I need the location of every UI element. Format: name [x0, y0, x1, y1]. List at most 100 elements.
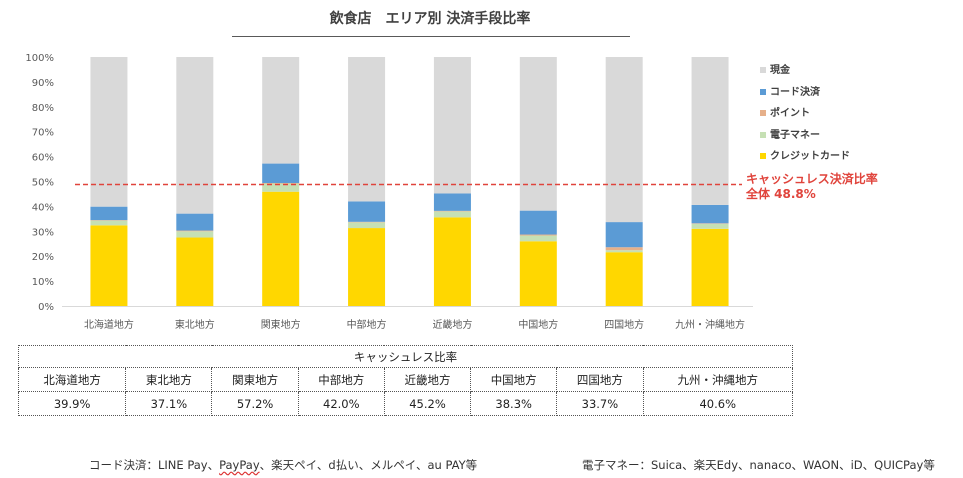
- table-value-cell: 37.1%: [125, 391, 213, 416]
- legend-swatch-code: [760, 88, 766, 95]
- bar-segment: [605, 57, 643, 223]
- table-value-row: 39.9% 37.1% 57.2% 42.0% 45.2% 38.3% 33.7…: [17, 391, 793, 416]
- bar-segment: [605, 252, 643, 306]
- table-header: キャッシュレス比率: [18, 345, 793, 368]
- legend-label: コード決済: [770, 86, 820, 98]
- reference-label-line1: キャッシュレス決済比率: [746, 172, 878, 186]
- title-underline: [232, 36, 630, 37]
- bar-segment: [348, 222, 386, 229]
- y-tick-label: 90%: [32, 78, 54, 89]
- note-emoney: 電子マネー：Suica、楽天Edy、nanaco、WAON、iD、QUICPay…: [582, 458, 935, 472]
- legend-item-emoney: 電子マネー: [760, 123, 850, 145]
- legend-item-credit: クレジットカード: [760, 144, 850, 166]
- y-tick-label: 20%: [32, 252, 54, 263]
- table-region-cell: 四国地方: [556, 367, 644, 392]
- bar-segment: [176, 213, 214, 231]
- legend-item-code: コード決済: [760, 80, 850, 102]
- bar-segment: [519, 57, 557, 211]
- bar-segment: [433, 193, 471, 211]
- table-region-cell: 北海道地方: [17, 367, 127, 392]
- y-tick-label: 0%: [38, 302, 54, 313]
- legend-item-cash: 現金: [760, 58, 850, 80]
- bar-segment: [176, 231, 214, 238]
- stacked-bar-chart: 0% 10% 20% 30% 40% 50% 60% 70% 80% 90% 100% 北海道地方 東…: [25, 53, 753, 331]
- bar-segment: [691, 57, 729, 205]
- legend-label: ポイント: [770, 108, 810, 120]
- x-tick-label: 東北地方: [175, 318, 215, 331]
- bar-segment: [519, 210, 557, 235]
- bar-segment: [348, 201, 386, 222]
- bar-segment: [262, 163, 300, 183]
- bar-segment: [90, 220, 128, 226]
- bar-segment: [519, 241, 557, 306]
- legend-swatch-emoney: [760, 131, 766, 138]
- x-tick-label: 北海道地方: [84, 318, 134, 331]
- x-tick-label: 中国地方: [518, 318, 558, 331]
- bar-segment: [348, 228, 386, 306]
- chart-title: 飲食店 エリア別 決済手段比率: [329, 11, 531, 27]
- legend-swatch-credit: [760, 153, 766, 160]
- x-tick-label: 四国地方: [604, 318, 644, 331]
- bar-segment: [433, 57, 471, 194]
- bar-segment: [605, 247, 643, 251]
- bar-segment: [262, 57, 300, 164]
- note-code-payment: コード決済：LINE Pay、PayPay、楽天ペイ、d払い、メルペイ、au P…: [89, 457, 477, 473]
- y-tick-label: 30%: [32, 227, 54, 238]
- bar-segment: [691, 228, 729, 306]
- bar-segment: [348, 57, 386, 202]
- y-tick-label: 40%: [32, 202, 54, 213]
- bar-segment: [519, 235, 557, 242]
- x-tick-label: 九州・沖縄地方: [675, 318, 745, 331]
- note-code-wavy: PayPay: [219, 458, 260, 472]
- table-value-cell: 57.2%: [211, 391, 299, 416]
- bar-segment: [262, 191, 300, 306]
- note-code-prefix: コード決済：LINE Pay、: [89, 458, 220, 472]
- table-region-cell: 関東地方: [211, 367, 299, 392]
- table-value-cell: 42.0%: [297, 391, 385, 416]
- table-value-cell: 38.3%: [470, 391, 558, 416]
- x-tick-label: 近畿地方: [432, 318, 472, 331]
- bar-segment: [176, 230, 214, 232]
- bar-segment: [176, 57, 214, 214]
- bar-segment: [691, 223, 729, 229]
- bar-segment: [176, 237, 214, 306]
- table-region-row: 北海道地方 東北地方 関東地方 中部地方 近畿地方 中国地方 四国地方 九州・沖…: [17, 367, 793, 392]
- note-code-suffix: 、楽天ペイ、d払い、メルペイ、au PAY等: [259, 458, 478, 472]
- table-region-cell: 近畿地方: [383, 367, 472, 392]
- bar-segment: [262, 183, 300, 192]
- bar-segment: [691, 204, 729, 224]
- bar-segment: [90, 225, 128, 306]
- legend-item-point: ポイント: [760, 101, 850, 123]
- reference-label-line2: 全体 48.8%: [746, 187, 816, 201]
- bar-segment: [605, 250, 643, 253]
- table-value-cell: 33.7%: [556, 391, 644, 416]
- y-tick-label: 10%: [32, 277, 54, 288]
- table-value-cell: 39.9%: [17, 391, 127, 416]
- table-region-cell: 九州・沖縄地方: [642, 367, 793, 392]
- legend-label: 現金: [770, 65, 790, 77]
- y-tick-label: 50%: [32, 178, 54, 189]
- bar-segment: [605, 222, 643, 248]
- legend: 現金 コード決済 ポイント 電子マネー クレジットカード: [760, 58, 850, 166]
- table-value-cell: 45.2%: [383, 391, 472, 416]
- legend-swatch-point: [760, 110, 766, 117]
- cashless-ratio-table: キャッシュレス比率 北海道地方 東北地方 関東地方 中部地方 近畿地方 中国地方…: [17, 345, 793, 416]
- y-tick-label: 70%: [32, 128, 54, 139]
- bar-segment: [519, 234, 557, 236]
- y-tick-label: 100%: [25, 53, 54, 64]
- bar-segment: [90, 206, 128, 221]
- x-tick-label: 中部地方: [347, 318, 387, 331]
- legend-label: 電子マネー: [770, 129, 820, 141]
- bar-segment: [90, 57, 128, 207]
- legend-label: クレジットカード: [770, 151, 850, 163]
- y-tick-label: 60%: [32, 153, 54, 164]
- reference-line-label: キャッシュレス決済比率 全体 48.8%: [746, 172, 878, 202]
- x-tick-label: 関東地方: [261, 318, 301, 331]
- bar-segment: [433, 211, 471, 218]
- legend-swatch-cash: [760, 67, 766, 74]
- table-region-cell: 中部地方: [297, 367, 385, 392]
- bar-segment: [433, 217, 471, 306]
- table-value-cell: 40.6%: [642, 391, 793, 416]
- table-region-cell: 中国地方: [470, 367, 558, 392]
- table-header-row: キャッシュレス比率: [18, 345, 793, 368]
